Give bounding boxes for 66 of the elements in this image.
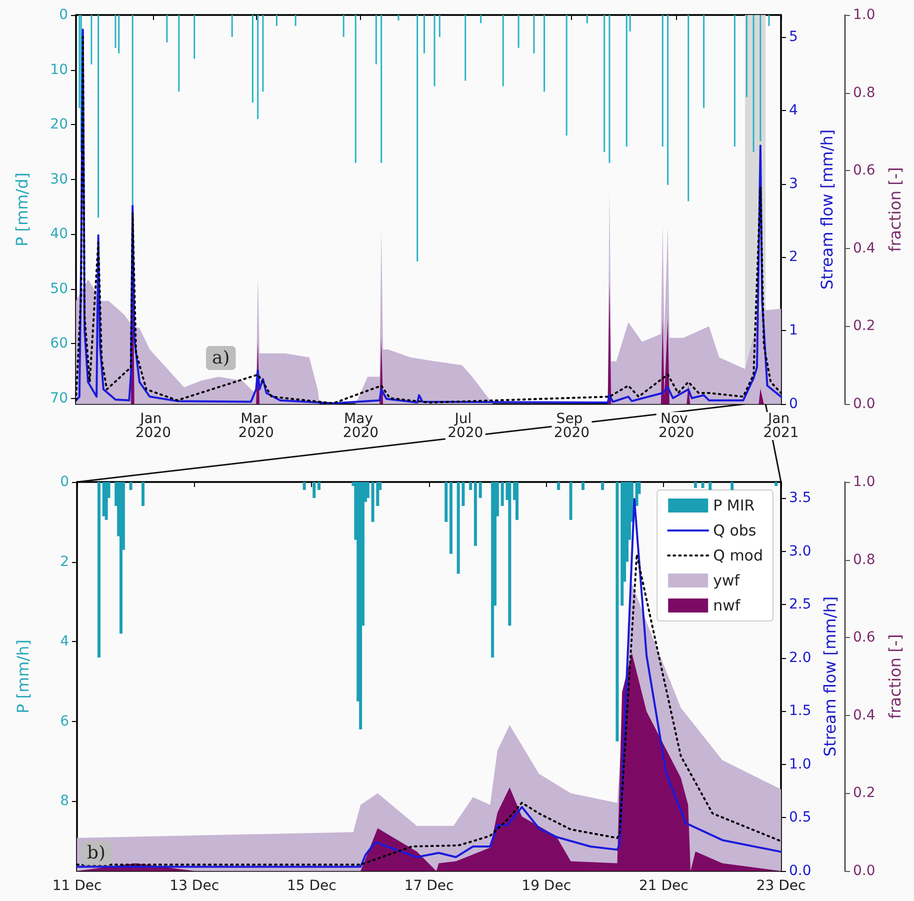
y-tick-label: 8 <box>60 793 69 810</box>
x-tick-label: Mar 2020 <box>238 411 274 441</box>
x-tick-label: May 2020 <box>342 411 379 441</box>
annotation: b) <box>87 842 106 864</box>
x-tick-label: 15 Dec <box>286 878 336 894</box>
y3-tick-label: 0.8 <box>853 552 876 568</box>
y-tick-label: 0 <box>59 7 68 23</box>
y-tick-label: 6 <box>60 713 70 730</box>
y-tick-label: 70 <box>50 390 68 407</box>
x-tick-label: Nov 2020 <box>658 411 694 441</box>
y2-tick-label: 3 <box>789 176 798 192</box>
legend-label: nwf <box>713 596 741 614</box>
y-tick-label: 0 <box>60 474 69 490</box>
x-tick-label: 23 Dec <box>756 878 806 894</box>
y3-tick-label: 1.0 <box>853 7 876 23</box>
y2-tick-label: 1.0 <box>789 756 812 772</box>
y3-tick-label: 0.8 <box>853 84 876 101</box>
x-tick-label: 17 Dec <box>404 878 454 894</box>
y-tick-label: 4 <box>60 634 70 650</box>
x-tick-label: Jan 2021 <box>763 411 799 441</box>
legend-label: ywf <box>713 572 740 590</box>
y2-tick-label: 0.0 <box>789 863 812 879</box>
y-axis-title: P [mm/d] <box>12 172 32 246</box>
y3-tick-label: 0.0 <box>853 863 876 879</box>
legend-label: Q obs <box>713 522 756 540</box>
legend-label: P MIR <box>713 496 755 514</box>
y-tick-label: 40 <box>50 226 68 242</box>
y-axis-title: P [mm/h] <box>14 640 32 714</box>
y3-axis-title: fraction [-] <box>886 634 904 719</box>
y2-tick-label: 1 <box>789 322 798 339</box>
x-tick-label: 21 Dec <box>638 878 688 894</box>
x-tick-label: Jul 2020 <box>448 411 484 441</box>
y2-tick-label: 5 <box>789 29 798 46</box>
y2-tick-label: 1.5 <box>789 703 812 720</box>
y3-tick-label: 0.2 <box>853 318 876 334</box>
y-tick-label: 60 <box>50 336 68 352</box>
y3-tick-label: 0.4 <box>853 707 876 724</box>
y2-axis-title: Stream flow [mm/h] <box>820 596 840 757</box>
y3-tick-label: 1.0 <box>853 474 876 490</box>
y2-tick-label: 2 <box>789 249 798 266</box>
annotation: a) <box>212 348 230 368</box>
y2-axis-title: Stream flow [mm/h] <box>818 129 836 290</box>
y2-tick-label: 2.5 <box>789 596 812 613</box>
y-tick-label: 2 <box>60 554 69 570</box>
y2-tick-label: 0.5 <box>789 810 812 826</box>
y-tick-label: 50 <box>50 280 68 297</box>
x-tick-label: Jan 2020 <box>135 411 172 441</box>
y3-axis-title: fraction [-] <box>886 167 904 252</box>
y3-tick-label: 0.2 <box>853 785 876 802</box>
y2-tick-label: 3.5 <box>789 490 812 506</box>
x-tick-label: 11 Dec <box>52 878 102 894</box>
y3-tick-label: 0.6 <box>853 630 876 646</box>
y-tick-label: 20 <box>50 116 68 133</box>
y-tick-label: 30 <box>50 171 68 188</box>
x-tick-label: Sep 2020 <box>554 411 590 441</box>
x-tick-label: 13 Dec <box>170 878 220 894</box>
y3-tick-label: 0.0 <box>853 396 876 412</box>
y-tick-label: 10 <box>50 62 68 78</box>
y3-tick-label: 0.4 <box>853 240 876 256</box>
legend-label: Q mod <box>713 546 764 564</box>
y2-tick-label: 2.0 <box>789 650 812 666</box>
x-tick-label: 19 Dec <box>522 878 572 894</box>
y3-tick-label: 0.6 <box>853 162 876 179</box>
y2-tick-label: 0 <box>789 396 798 412</box>
y2-tick-label: 4 <box>789 102 798 118</box>
y2-tick-label: 3.0 <box>789 543 812 560</box>
